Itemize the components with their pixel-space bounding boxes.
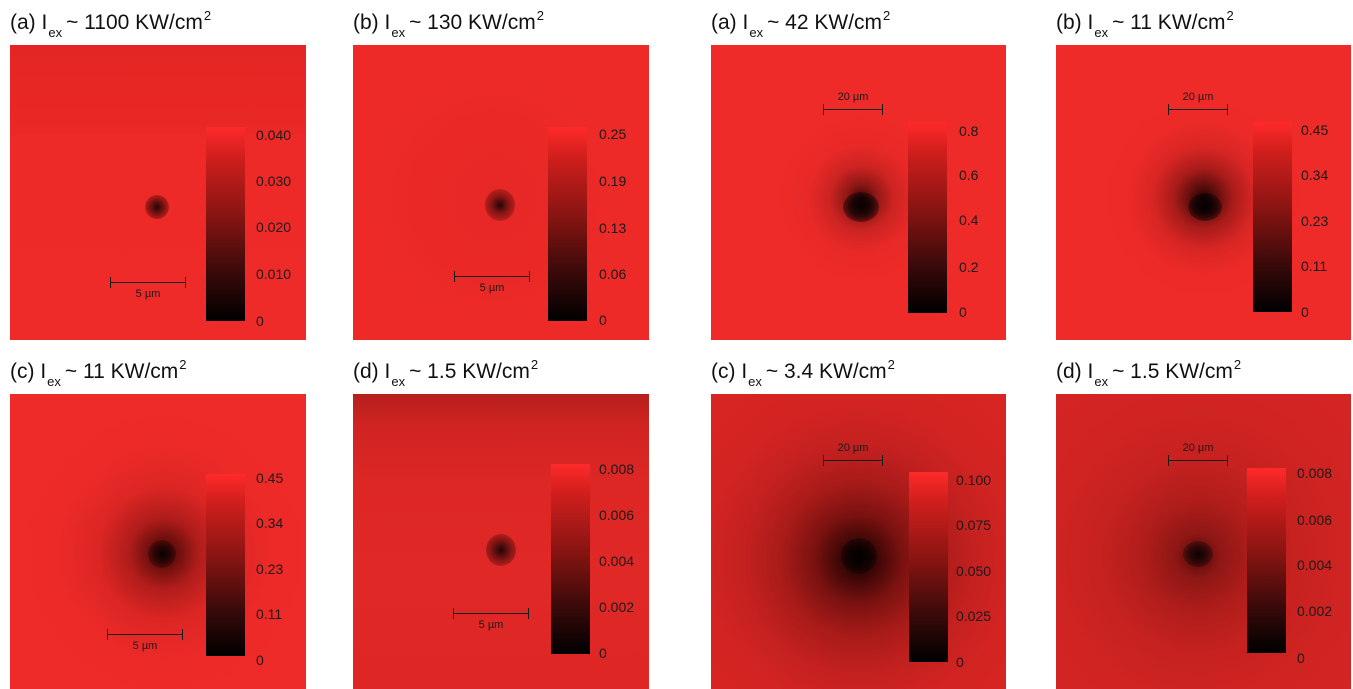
panel-title: (b) Iex ~ 11 KW/cm2 <box>1056 8 1234 40</box>
colorbar-tick-label: 0 <box>256 313 264 329</box>
emission-spot <box>145 195 169 219</box>
scale-bar: 5 µm <box>453 605 529 631</box>
scale-bar-label: 20 µm <box>1182 442 1214 454</box>
colorbar-tick-label: 0.6 <box>959 167 979 183</box>
panel-title: (c) Iex ~ 11 KW/cm2 <box>10 357 187 389</box>
colorbar-tick-label: 0.004 <box>1297 557 1333 573</box>
colorbar-tick-label: 0.11 <box>1301 258 1328 274</box>
pl-image: 5 µm 0.008 0.006 0.004 0.002 0 <box>353 394 649 689</box>
colorbar-tick-label: 0 <box>599 312 607 328</box>
pl-image: 5 µm 0.25 0.19 0.13 0.06 0 <box>353 45 649 340</box>
colorbar <box>206 127 245 321</box>
scale-bar: 20 µm <box>823 91 883 119</box>
colorbar-tick-label: 0.100 <box>956 472 992 488</box>
colorbar-tick-label: 0.025 <box>956 608 992 624</box>
colorbar-tick-label: 0.006 <box>1297 512 1333 528</box>
colorbar-tick-label: 0.4 <box>959 212 979 228</box>
colorbar-tick-label: 0 <box>956 654 964 670</box>
colorbar-tick-label: 0.34 <box>1301 167 1329 183</box>
colorbar-tick-label: 0.050 <box>956 563 992 579</box>
colorbar-tick-label: 0.23 <box>1301 213 1329 229</box>
scale-bar: 5 µm <box>454 268 530 294</box>
emission-spot <box>486 534 516 566</box>
scale-bar-label: 5 µm <box>478 619 504 631</box>
emission-spot <box>843 192 879 222</box>
colorbar-tick-label: 0.25 <box>599 126 627 142</box>
emission-spot <box>1188 193 1222 221</box>
colorbar <box>909 472 948 662</box>
scale-bar: 20 µm <box>823 442 883 470</box>
scale-bar-label: 5 µm <box>132 640 158 652</box>
colorbar-tick-label: 0 <box>1301 304 1309 320</box>
scale-bar-label: 5 µm <box>135 288 161 300</box>
scale-bar-label: 20 µm <box>1182 91 1214 103</box>
emission-spot <box>148 540 176 568</box>
colorbar-tick-label: 0.010 <box>256 266 292 282</box>
pl-image: 20 µm 0.100 0.075 0.050 0.025 0 <box>711 394 1006 689</box>
scale-bar: 20 µm <box>1168 442 1228 470</box>
colorbar-tick-label: 0.008 <box>599 461 635 477</box>
pl-image: 20 µm 0.45 0.34 0.23 0.11 0 <box>1056 45 1351 340</box>
colorbar-tick-label: 0.004 <box>599 553 635 569</box>
colorbar-tick-label: 0.040 <box>256 127 292 143</box>
colorbar-tick-label: 0.11 <box>256 606 283 622</box>
colorbar <box>908 122 947 313</box>
emission-spot <box>841 538 877 574</box>
colorbar-tick-label: 0 <box>256 652 264 668</box>
colorbar <box>1253 122 1292 312</box>
colorbar <box>206 474 245 656</box>
colorbar-tick-label: 0.23 <box>256 561 284 577</box>
colorbar-tick-label: 0 <box>959 304 967 320</box>
colorbar-tick-label: 0.002 <box>1297 603 1333 619</box>
panel-title: (a) Iex ~ 42 KW/cm2 <box>711 8 891 40</box>
colorbar-tick-label: 0.06 <box>599 266 627 282</box>
panel-title: (d) Iex ~ 1.5 KW/cm2 <box>353 357 539 389</box>
pl-image: 5 µm 0.040 0.030 0.020 0.010 0 <box>10 45 306 340</box>
colorbar-tick-label: 0.030 <box>256 173 292 189</box>
pl-image: 5 µm 0.45 0.34 0.23 0.11 0 <box>10 394 306 689</box>
pl-image: 20 µm 0.008 0.006 0.004 0.002 0 <box>1056 394 1351 689</box>
panel-title: (a) Iex ~ 1100 KW/cm2 <box>10 8 212 40</box>
colorbar <box>548 127 587 321</box>
panel-title: (d) Iex ~ 1.5 KW/cm2 <box>1056 357 1242 389</box>
colorbar-tick-label: 0.2 <box>959 259 979 275</box>
scale-bar-label: 20 µm <box>837 91 869 103</box>
colorbar-tick-label: 0.002 <box>599 599 635 615</box>
panel-title: (b) Iex ~ 130 KW/cm2 <box>353 8 544 40</box>
colorbar-tick-label: 0.45 <box>256 470 284 486</box>
emission-spot <box>1183 541 1213 567</box>
colorbar-tick-label: 0.8 <box>959 123 979 139</box>
colorbar-tick-label: 0.075 <box>956 517 992 533</box>
colorbar-tick-label: 0.19 <box>599 173 627 189</box>
colorbar-tick-label: 0.006 <box>599 507 635 523</box>
colorbar-tick-label: 0.020 <box>256 219 292 235</box>
colorbar-tick-label: 0 <box>1297 650 1305 666</box>
colorbar-tick-label: 0 <box>599 645 607 661</box>
colorbar <box>1247 468 1286 653</box>
colorbar <box>551 464 590 654</box>
pl-image: 20 µm 0.8 0.6 0.4 0.2 0 <box>711 45 1006 340</box>
scale-bar: 5 µm <box>107 626 183 652</box>
colorbar-tick-label: 0.34 <box>256 515 284 531</box>
scale-bar-label: 20 µm <box>837 442 869 454</box>
scale-bar: 5 µm <box>110 274 186 300</box>
emission-spot <box>485 189 515 221</box>
colorbar-tick-label: 0.45 <box>1301 122 1329 138</box>
colorbar-tick-label: 0.008 <box>1297 465 1333 481</box>
colorbar-tick-label: 0.13 <box>599 220 627 236</box>
scale-bar: 20 µm <box>1168 91 1228 119</box>
panel-title: (c) Iex ~ 3.4 KW/cm2 <box>711 357 895 389</box>
scale-bar-label: 5 µm <box>479 282 505 294</box>
